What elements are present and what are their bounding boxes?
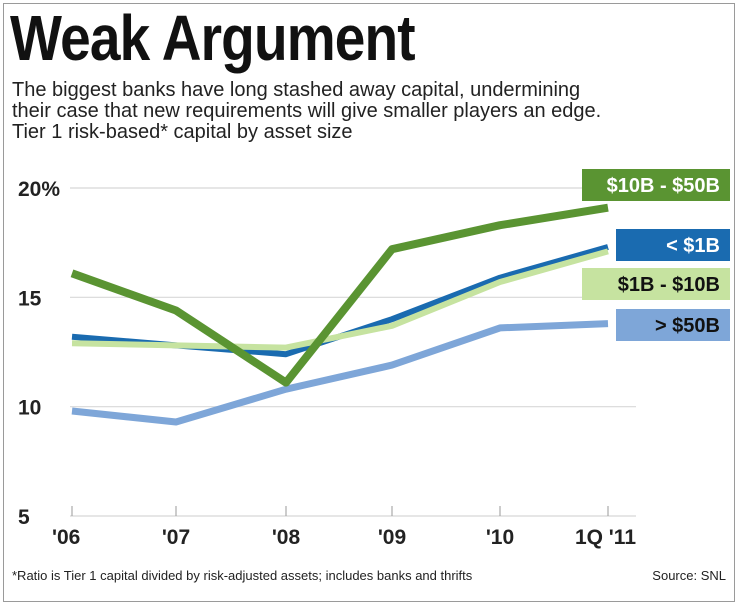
axis-layer: 5 10 15 20% '06 '07 '08 '09 '10 1Q '11: [18, 178, 636, 549]
legend-label: < $1B: [666, 235, 720, 257]
series-line: [71, 248, 609, 351]
grid-layer: [70, 187, 636, 517]
footnote: *Ratio is Tier 1 capital divided by risk…: [12, 568, 473, 583]
subtitle-line-2: their case that new requirements will gi…: [12, 100, 602, 122]
legend-swatch: [616, 229, 730, 261]
x-tick-label: '10: [486, 526, 514, 549]
legend-label: > $50B: [655, 315, 720, 337]
series-line: [71, 320, 609, 426]
y-tick-label: 10: [18, 397, 41, 420]
x-tick-label: '07: [162, 526, 190, 549]
y-tick-label: 5: [18, 506, 30, 529]
series-layer: [70, 203, 609, 426]
subtitle-line-3: Tier 1 risk-based* capital by asset size: [12, 121, 353, 143]
legend-label: $1B - $10B: [618, 274, 720, 296]
x-tick-label: 1Q '11: [575, 526, 636, 549]
chart-frame: [3, 3, 735, 602]
series-line: [70, 203, 609, 387]
legend-swatch: [582, 169, 730, 201]
subtitle-line-1: The biggest banks have long stashed away…: [12, 79, 581, 101]
y-tick-label: 20%: [18, 178, 60, 201]
x-tick-label: '08: [272, 526, 301, 549]
legend-swatch: [582, 268, 730, 300]
x-tick-label: '06: [52, 526, 80, 549]
source-note: Source: SNL: [652, 568, 726, 583]
x-tick-label: '09: [378, 526, 406, 549]
chart-subtitle: The biggest banks have long stashed away…: [12, 80, 601, 143]
chart-title: Weak Argument: [10, 2, 416, 74]
legend-layer: > $50B < $1B $1B - $10B $10B - $50B: [582, 169, 730, 341]
legend-label: $10B - $50B: [607, 175, 720, 197]
y-tick-label: 15: [18, 287, 42, 310]
legend-swatch: [616, 309, 730, 341]
